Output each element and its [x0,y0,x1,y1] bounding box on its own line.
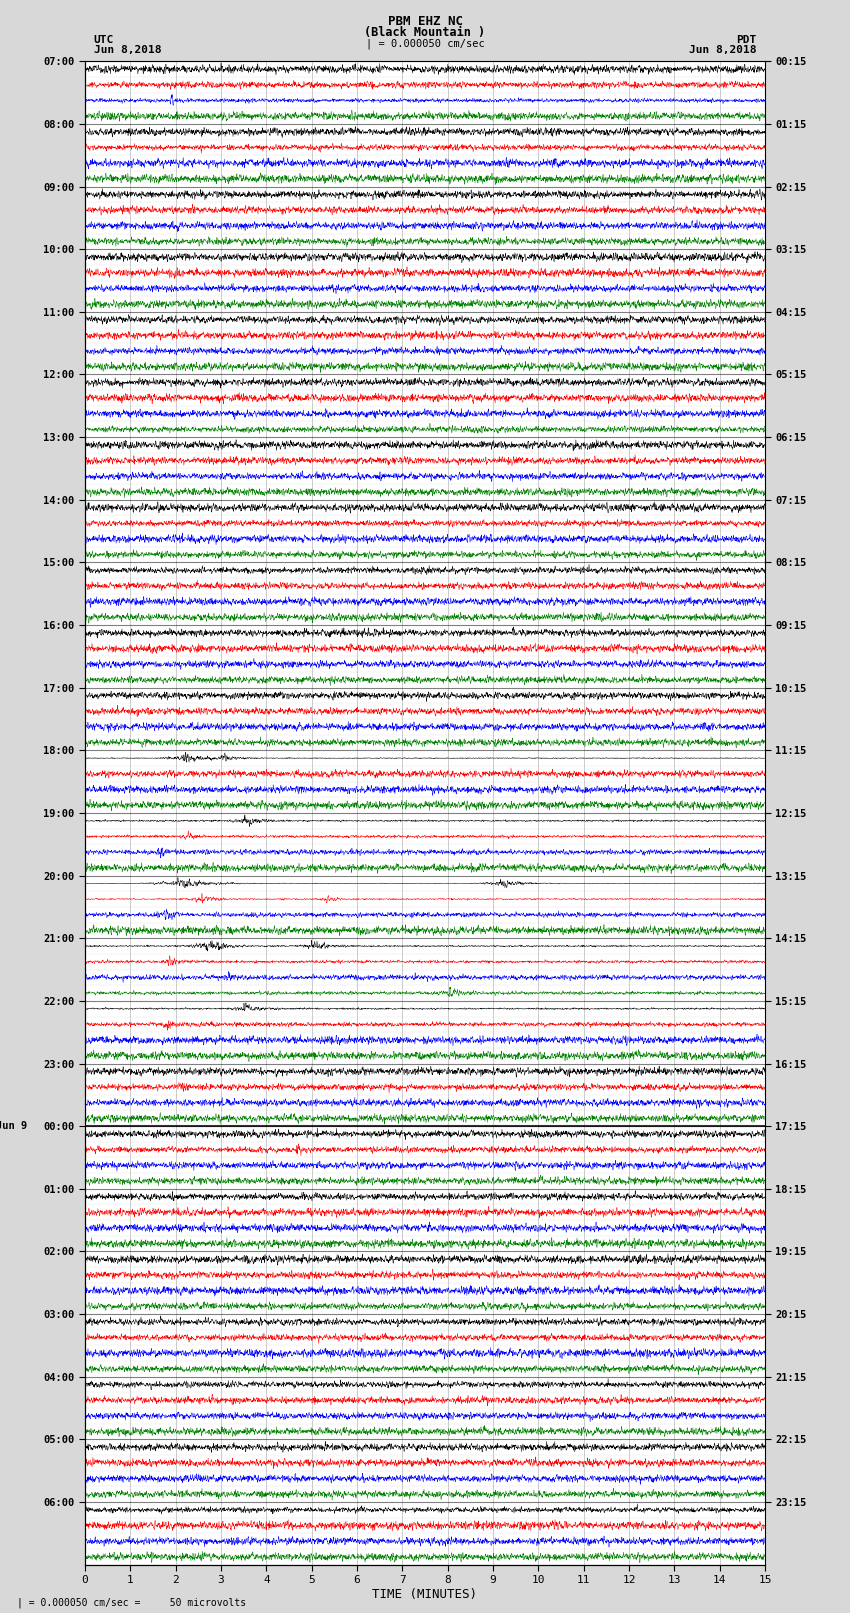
Text: PBM EHZ NC: PBM EHZ NC [388,15,462,27]
Text: UTC: UTC [94,35,114,45]
Text: Jun 9: Jun 9 [0,1121,27,1131]
X-axis label: TIME (MINUTES): TIME (MINUTES) [372,1587,478,1600]
Text: Jun 8,2018: Jun 8,2018 [94,45,161,55]
Text: | = 0.000050 cm/sec: | = 0.000050 cm/sec [366,39,484,50]
Text: Jun 8,2018: Jun 8,2018 [689,45,756,55]
Text: (Black Mountain ): (Black Mountain ) [365,26,485,39]
Text: PDT: PDT [736,35,756,45]
Text: | = 0.000050 cm/sec =     50 microvolts: | = 0.000050 cm/sec = 50 microvolts [17,1597,246,1608]
